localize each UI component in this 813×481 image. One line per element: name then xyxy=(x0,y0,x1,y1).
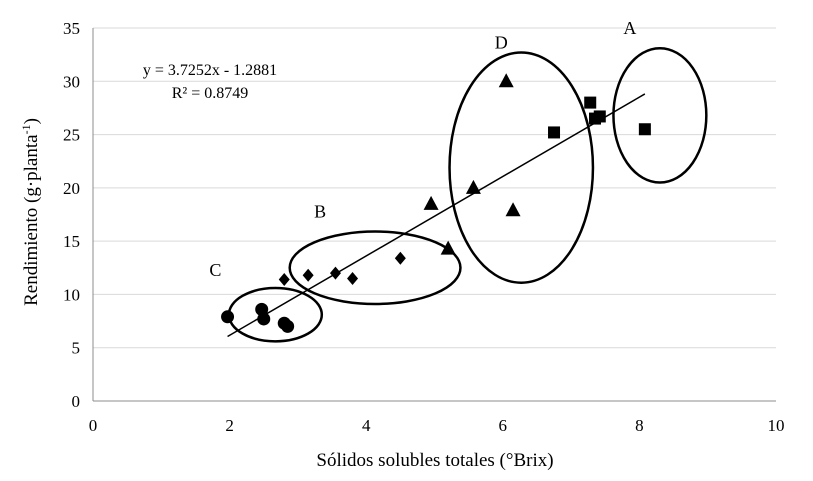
group-ellipse-c xyxy=(227,286,324,343)
triangle-point xyxy=(440,240,456,255)
group-label-b: B xyxy=(314,202,326,222)
axes xyxy=(92,28,776,402)
group-ellipses: A B C D xyxy=(209,18,708,343)
y-tick-label: 25 xyxy=(63,126,80,145)
group-ellipse-d xyxy=(448,51,595,284)
y-tick-label: 0 xyxy=(72,392,81,411)
x-tick-label: 10 xyxy=(768,416,785,435)
square-point xyxy=(593,110,606,123)
square-point xyxy=(584,96,597,109)
circle-point xyxy=(281,319,295,333)
x-axis-title: Sólidos solubles totales (°Brix) xyxy=(316,450,553,471)
y-tick-label: 35 xyxy=(63,19,80,38)
trendline-equation: y = 3.7252x - 1.2881 xyxy=(143,62,277,79)
group-label-c: C xyxy=(209,260,221,280)
diamond-point xyxy=(394,251,406,265)
x-tick-label: 6 xyxy=(499,416,508,435)
square-point xyxy=(548,126,561,139)
y-tick-label: 30 xyxy=(63,72,80,91)
group-ellipse-a xyxy=(612,46,708,184)
circle-point xyxy=(257,312,271,326)
r-squared-label: R² = 0.8749 xyxy=(172,85,249,102)
circle-point xyxy=(221,310,235,324)
y-tick-label: 10 xyxy=(63,285,80,304)
x-tick-label: 0 xyxy=(89,416,98,435)
trendline xyxy=(227,93,646,338)
diamond-point xyxy=(302,268,314,282)
group-ellipse-b xyxy=(288,230,462,306)
y-axis-title: Rendimiento (g·planta-1) xyxy=(19,118,42,306)
group-label-d: D xyxy=(495,33,508,53)
y-tick-label: 15 xyxy=(63,232,80,251)
diamond-point xyxy=(278,273,290,287)
x-tick-label: 2 xyxy=(225,416,234,435)
trendline-line xyxy=(227,93,646,338)
square-point xyxy=(638,123,651,136)
y-tick-label: 20 xyxy=(63,179,80,198)
x-tick-label: 8 xyxy=(635,416,644,435)
triangle-point xyxy=(465,179,481,194)
triangle-point xyxy=(505,202,521,217)
data-points xyxy=(221,73,651,333)
group-label-a: A xyxy=(623,18,636,38)
diamond-point xyxy=(347,271,359,285)
tick-labels: 0 5 10 15 20 25 30 35 0 2 4 6 8 10 xyxy=(63,19,785,435)
diamond-point xyxy=(329,266,341,280)
x-tick-label: 4 xyxy=(362,416,371,435)
triangle-point xyxy=(498,73,514,88)
y-tick-label: 5 xyxy=(72,339,81,358)
triangle-point xyxy=(423,195,439,210)
